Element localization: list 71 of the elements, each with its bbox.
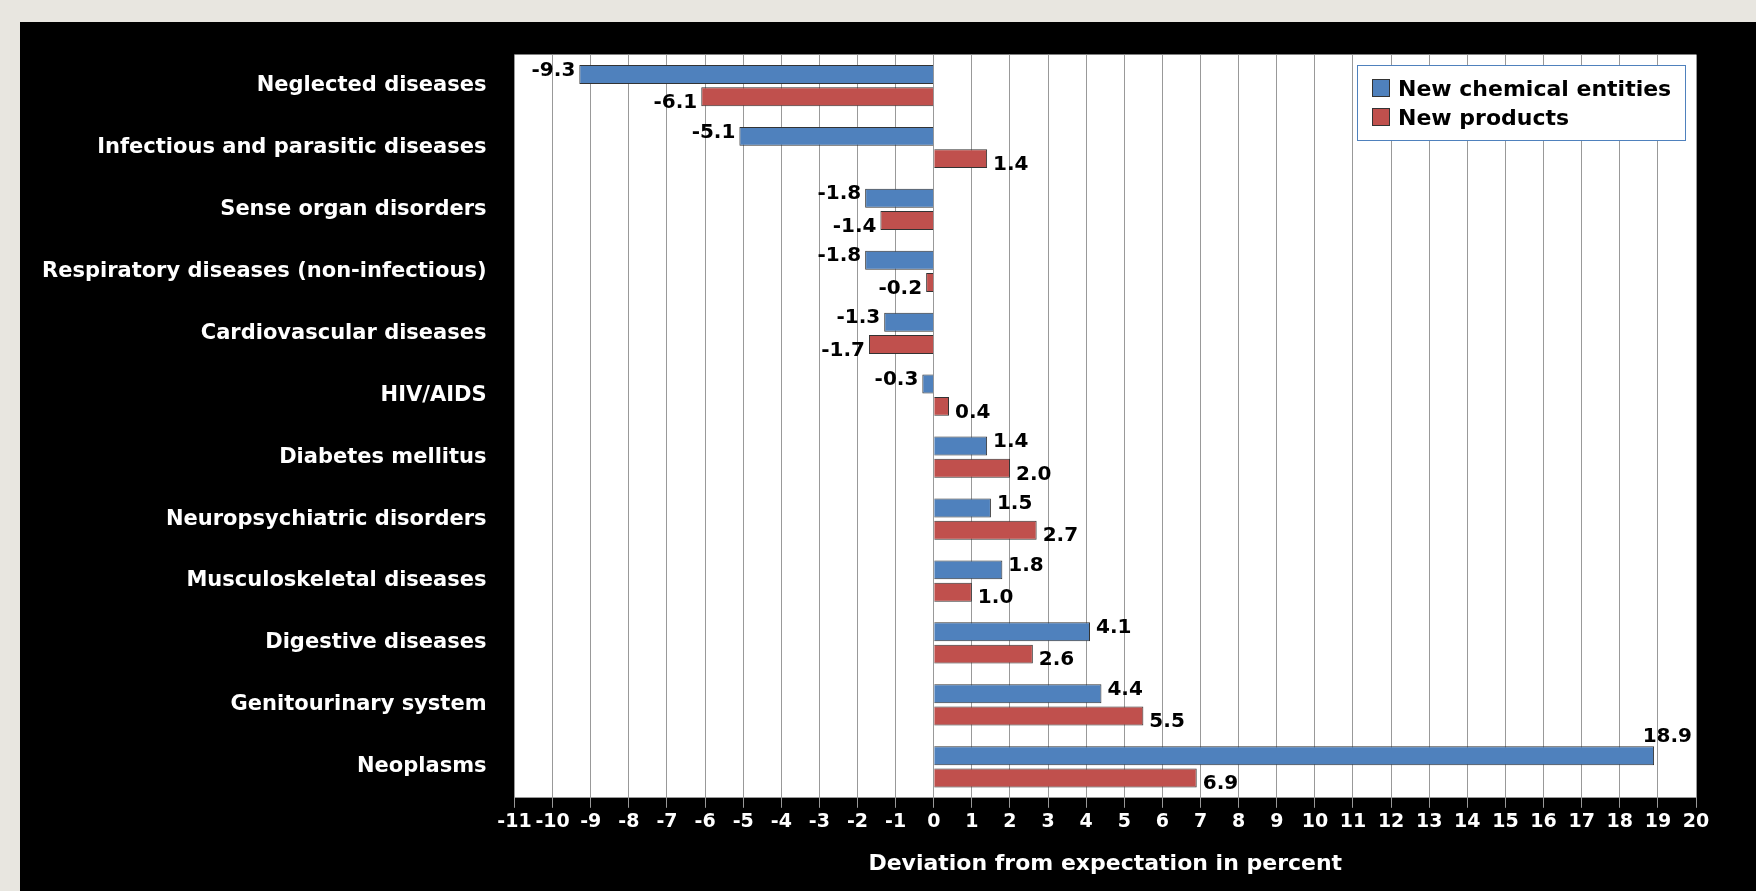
data-label: -1.7 [821, 336, 865, 361]
x-tick-label: 13 [1415, 809, 1443, 832]
data-label: -1.3 [836, 304, 881, 329]
x-tick-label: 7 [1193, 809, 1208, 832]
y-tick-label: Neglected diseases [256, 72, 487, 97]
x-tick-label: 20 [1682, 809, 1710, 832]
x-tick-label: 5 [1117, 809, 1131, 832]
data-label: 0.4 [955, 398, 991, 423]
x-tick-label: 11 [1339, 809, 1367, 832]
y-tick-label: Musculoskeletal diseases [186, 567, 487, 592]
x-tick-label: -6 [694, 809, 716, 832]
legend-label: New chemical entities [1398, 75, 1672, 101]
x-tick-label: 2 [1003, 809, 1017, 832]
x-tick-label: -4 [770, 809, 792, 832]
x-tick-label: 15 [1492, 809, 1519, 832]
y-tick-label: Neuropsychiatric disorders [165, 505, 487, 530]
x-tick-label: 3 [1041, 809, 1055, 832]
x-tick-label: 4 [1079, 809, 1093, 832]
x-tick-label: -2 [846, 809, 869, 832]
data-label: -5.1 [691, 118, 736, 143]
x-tick-label: 18 [1606, 809, 1633, 832]
data-label: -6.1 [653, 88, 698, 113]
data-label: -1.8 [817, 242, 862, 267]
legend-label: New products [1398, 104, 1570, 130]
data-label: 1.0 [977, 584, 1014, 609]
data-label: -0.2 [878, 274, 923, 299]
x-tick-label: -10 [535, 809, 570, 832]
x-tick-label: -8 [618, 809, 640, 832]
data-label: -0.3 [874, 366, 919, 391]
data-label: 2.0 [1015, 460, 1052, 485]
data-label: -9.3 [531, 56, 576, 81]
x-tick-label: -3 [808, 809, 830, 832]
y-tick-label: Diabetes mellitus [279, 443, 487, 468]
y-tick-label: Digestive diseases [265, 629, 487, 654]
data-label: 4.4 [1107, 675, 1143, 700]
x-tick-label: 14 [1454, 809, 1481, 832]
x-tick-label: -11 [497, 809, 532, 832]
y-tick-label: Neoplasms [356, 753, 487, 778]
x-tick-label: -9 [580, 809, 602, 832]
x-tick-label: 10 [1301, 809, 1329, 832]
y-tick-label: Sense organ disorders [220, 195, 487, 220]
x-tick-label: 9 [1270, 809, 1284, 832]
x-tick-label: 17 [1568, 809, 1595, 832]
x-tick-label: 6 [1155, 809, 1170, 832]
data-label: 5.5 [1149, 708, 1185, 733]
y-tick-label: HIV/AIDS [380, 381, 487, 406]
y-tick-label: Infectious and parasitic diseases [97, 133, 487, 158]
data-label: 6.9 [1202, 770, 1239, 795]
x-tick-label: 16 [1530, 809, 1557, 832]
x-tick-label: 19 [1644, 809, 1672, 832]
data-label: 1.4 [993, 150, 1029, 175]
data-label: -1.4 [832, 212, 877, 237]
y-tick-label: Respiratory diseases (non-infectious) [41, 257, 487, 282]
data-label: 1.5 [996, 490, 1033, 515]
x-tick-label: -7 [656, 809, 678, 832]
x-tick-label: 1 [965, 809, 979, 832]
data-label: 1.8 [1008, 552, 1044, 577]
data-label: -1.8 [817, 180, 862, 205]
data-label: 2.7 [1042, 522, 1079, 547]
y-tick-label: Cardiovascular diseases [200, 319, 487, 344]
data-label: 4.1 [1096, 614, 1132, 639]
x-tick-label: 8 [1232, 809, 1246, 832]
data-label: 18.9 [1642, 722, 1692, 747]
y-tick-label: Genitourinary system [230, 691, 487, 716]
x-tick-label: -1 [885, 809, 907, 832]
data-label: 2.6 [1038, 646, 1075, 671]
x-tick-label: 12 [1377, 809, 1405, 832]
x-tick-label: 0 [927, 809, 941, 832]
data-label: 1.4 [993, 428, 1029, 453]
x-axis-title: Deviation from expectation in percent [868, 849, 1343, 875]
x-tick-label: -5 [732, 809, 754, 832]
